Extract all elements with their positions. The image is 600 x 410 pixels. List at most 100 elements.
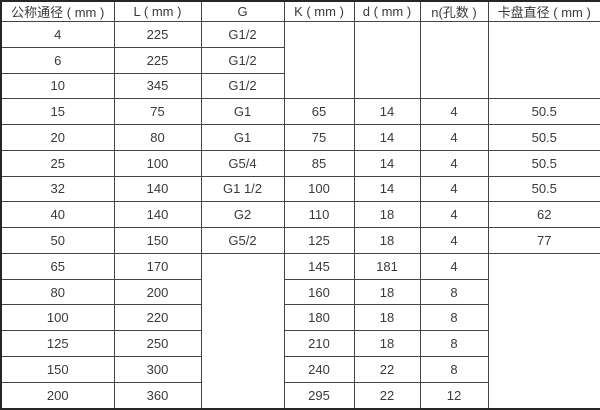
table-row: 200 360 295 22 12	[0, 381, 600, 410]
table-cell: 14	[353, 124, 421, 151]
table-cell: 125	[0, 330, 115, 357]
table-cell: 140	[113, 201, 202, 229]
table-cell: 50.5	[487, 149, 600, 177]
table-body: 4 225 G1/2 6 225 G1/2 10 345 G1/2 15 75 G1 65 14 4 50.5…	[0, 20, 600, 410]
table-cell: 80	[113, 124, 202, 151]
table-row: 125 250 210 18 8	[0, 330, 600, 357]
table-cell	[419, 20, 489, 100]
table-cell: 140	[113, 175, 202, 203]
table-row: 25 100 G5/4 85 14 4 50.5	[0, 149, 600, 177]
table-cell: 4	[419, 201, 489, 229]
header-row: 公称通径 ( mm ) L ( mm ) G K ( mm ) d ( mm ) n(孔数…	[0, 0, 600, 22]
column-header: 公称通径 ( mm )	[0, 0, 115, 22]
table-cell: 100	[113, 149, 202, 177]
table-cell: 4	[419, 175, 489, 203]
table-cell: 4	[419, 227, 489, 254]
table-cell: 18	[353, 201, 421, 229]
table-cell: 145	[283, 252, 355, 280]
table-cell: 150	[0, 355, 115, 383]
table-cell: 8	[419, 330, 489, 357]
table-cell: 62	[487, 201, 600, 229]
table-cell: 65	[0, 252, 115, 280]
column-header: d ( mm )	[353, 0, 421, 22]
table-cell: 18	[353, 278, 421, 306]
table-cell: 20	[0, 124, 115, 151]
table-cell: 10	[0, 72, 115, 100]
table-cell: 100	[0, 304, 115, 332]
table-cell: 50.5	[487, 175, 600, 203]
table-cell: G1	[200, 98, 285, 126]
table-cell: 345	[113, 72, 202, 100]
table-cell: 181	[353, 252, 421, 280]
table-cell: 22	[353, 355, 421, 383]
table-cell: G1/2	[200, 46, 285, 74]
table-cell: 125	[283, 227, 355, 254]
table-cell: 50	[0, 227, 115, 254]
table-cell: 18	[353, 304, 421, 332]
table-cell: 200	[0, 381, 115, 410]
table-cell: 75	[283, 124, 355, 151]
table-cell: 225	[113, 21, 202, 48]
column-header: L ( mm )	[113, 0, 202, 22]
table-cell: 50.5	[487, 98, 600, 126]
table-cell: 50.5	[487, 124, 600, 151]
table-row: 150 300 240 22 8	[0, 355, 600, 383]
table-row: 15 75 G1 65 14 4 50.5	[0, 98, 600, 126]
table-cell: 4	[419, 252, 489, 280]
table-cell: G5/4	[200, 149, 285, 177]
table-cell: G1/2	[200, 72, 285, 100]
table-cell: 220	[113, 304, 202, 332]
table-cell: 15	[0, 98, 115, 126]
table-cell: 170	[113, 252, 202, 280]
table-cell: G5/2	[200, 227, 285, 254]
table-cell: 8	[419, 304, 489, 332]
table-cell: 6	[0, 46, 115, 74]
table-cell	[487, 20, 600, 100]
table-cell: 85	[283, 149, 355, 177]
table-row: 10 345 G1/2	[0, 72, 600, 100]
table-row: 80 200 160 18 8	[0, 278, 600, 306]
table-cell: 25	[0, 149, 115, 177]
table-cell: 12	[419, 381, 489, 410]
table-cell: G1/2	[200, 21, 285, 48]
table-cell: 225	[113, 46, 202, 74]
column-header: G	[200, 0, 285, 22]
table-cell: 250	[113, 330, 202, 357]
table-cell: 240	[283, 355, 355, 383]
table-cell: 4	[419, 98, 489, 126]
table-cell: 100	[283, 175, 355, 203]
table-cell: 80	[0, 278, 115, 306]
table-cell: 4	[0, 21, 115, 48]
table-cell: 4	[419, 124, 489, 151]
table-row: 20 80 G1 75 14 4 50.5	[0, 124, 600, 151]
table-cell: 295	[283, 381, 355, 410]
table-cell: 14	[353, 98, 421, 126]
table-cell	[200, 252, 285, 410]
table-cell: 77	[487, 227, 600, 254]
table-cell	[487, 252, 600, 410]
table-cell: 22	[353, 381, 421, 410]
table-cell: 300	[113, 355, 202, 383]
table-cell	[353, 20, 421, 100]
table-cell: 360	[113, 381, 202, 410]
table-cell: 180	[283, 304, 355, 332]
table-cell: 14	[353, 149, 421, 177]
table-row: 50 150 G5/2 125 18 4 77	[0, 227, 600, 254]
column-header: 卡盘直径 ( mm )	[487, 0, 600, 22]
table-cell: G2	[200, 201, 285, 229]
table-row: 4 225 G1/2	[0, 20, 600, 100]
table-cell: 14	[353, 175, 421, 203]
table-cell: 200	[113, 278, 202, 306]
table-cell: 65	[283, 98, 355, 126]
table-cell: G1	[200, 124, 285, 151]
table-row: 65 170 145 181 4	[0, 252, 600, 410]
table-cell: 8	[419, 355, 489, 383]
table-cell: 4	[419, 149, 489, 177]
table-row: 32 140 G1 1/2 100 14 4 50.5	[0, 175, 600, 203]
table-cell: 160	[283, 278, 355, 306]
table-cell: 75	[113, 98, 202, 126]
column-header: n(孔数 )	[419, 0, 489, 22]
table-cell: 110	[283, 201, 355, 229]
